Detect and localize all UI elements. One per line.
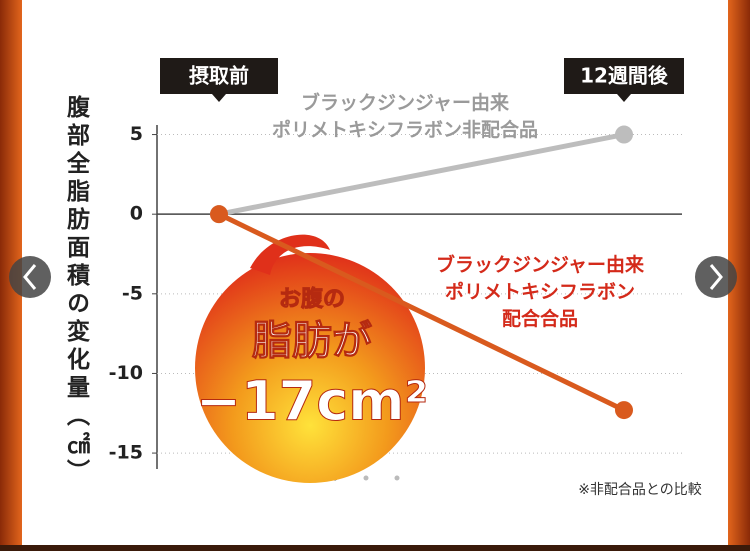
y-tick-label: 5: [130, 123, 143, 145]
series-line: [218, 132, 625, 217]
data-point: [615, 401, 633, 420]
callout-bubble: [195, 253, 425, 483]
callout-spike: [250, 234, 330, 275]
note: ※非配合品との比較: [578, 482, 702, 498]
y-axis-title: 腹部全脂肪面積の変化量（㎠）: [63, 94, 92, 487]
y-tick-label: 0: [130, 203, 143, 225]
carousel-prev[interactable]: [9, 256, 51, 298]
series-label: ブラックジンジャー由来ポリメトキシフラボン非配合品: [272, 91, 538, 141]
data-point: [210, 205, 228, 224]
category-pointer: [617, 94, 631, 102]
carousel-next[interactable]: [695, 256, 737, 298]
category-box: [564, 58, 684, 94]
frame-right: [728, 0, 750, 551]
series-label: ブラックジンジャー由来ポリメトキシフラボン配合合品: [436, 253, 644, 330]
y-tick-label: -5: [122, 282, 143, 304]
callout-text: 脂肪が: [252, 318, 372, 364]
category-box: [160, 58, 278, 94]
series-line: [217, 211, 626, 413]
carousel-dot[interactable]: [394, 475, 400, 481]
data-point: [615, 125, 633, 144]
y-tick-label: -10: [109, 362, 143, 384]
callout-text: お腹の: [279, 286, 345, 312]
frame-bottom: [0, 545, 750, 551]
carousel-dot[interactable]: [363, 475, 369, 481]
y-tick-label: -15: [109, 442, 143, 464]
x-tick-label: 摂取前: [189, 64, 249, 88]
category-pointer: [212, 94, 226, 102]
x-tick-label: 12週間後: [580, 64, 669, 88]
callout-text: −17cm²: [196, 370, 428, 433]
